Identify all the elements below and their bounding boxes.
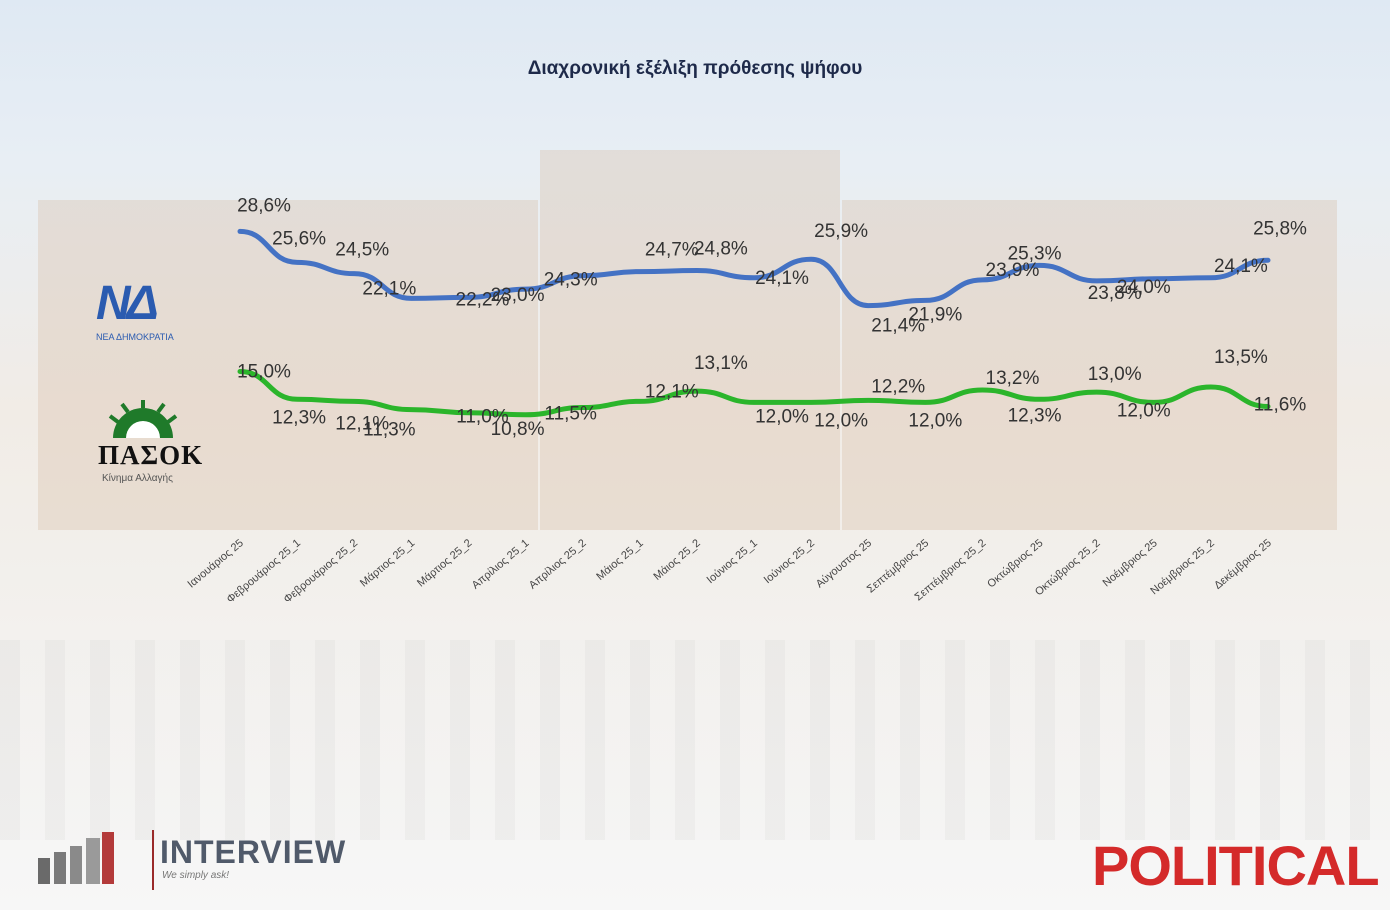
data-label: 22,2% (456, 289, 510, 310)
data-label: 22,1% (362, 278, 416, 299)
data-label: 23,0% (491, 285, 545, 306)
data-label: 11,6% (1254, 395, 1307, 416)
background-building-left-wing (38, 200, 538, 530)
data-label: 11,0% (456, 407, 509, 428)
interview-logo: INTERVIEW We simply ask! (36, 826, 356, 896)
pasok-logo: ΠΑΣΟΚ Κίνημα Αλλαγής (96, 400, 226, 490)
data-label: 11,5% (544, 404, 597, 425)
x-tick-label: Μάιος 25_2 (651, 537, 702, 583)
data-label: 21,9% (908, 304, 962, 325)
data-label: 25,6% (272, 228, 326, 249)
data-label: 12,0% (1117, 400, 1171, 421)
x-tick-label: Νοέμβριος 25 (1101, 537, 1160, 589)
x-tick-label: Αύγουστος 25 (814, 537, 874, 590)
data-label: 12,1% (645, 381, 699, 402)
data-label: 12,2% (871, 376, 925, 397)
x-tick-label: Ιούνιος 25_2 (762, 537, 817, 586)
data-label: 12,3% (272, 407, 326, 428)
data-label: 24,0% (1117, 277, 1171, 298)
nd-logo-mark: ΝΔ (96, 277, 159, 330)
data-label: 11,3% (363, 420, 416, 441)
data-label: 12,0% (908, 410, 962, 431)
political-logo: POLITICAL (1092, 834, 1380, 897)
data-label: 13,1% (694, 353, 748, 374)
data-label: 23,8% (1088, 283, 1142, 304)
data-label: 13,0% (1088, 364, 1142, 385)
x-tick-label: Απρίλιος 25_2 (527, 537, 589, 592)
pasok-sun-icon (108, 400, 178, 438)
interview-logo-name: INTERVIEW (160, 834, 347, 870)
data-label: 24,1% (755, 268, 809, 289)
interview-logo-tagline: We simply ask! (162, 870, 230, 881)
data-label: 24,7% (645, 240, 699, 261)
data-label: 24,8% (694, 239, 748, 260)
nd-logo-subtitle: ΝΕΑ ΔΗΜΟΚΡΑΤΙΑ (96, 332, 174, 342)
background-building-center (540, 150, 840, 530)
x-tick-label: Δεκέμβριος 25 (1212, 537, 1274, 592)
data-label: 23,9% (986, 260, 1040, 281)
x-tick-label: Μάιος 25_1 (594, 537, 645, 583)
data-label: 12,3% (1008, 405, 1062, 426)
x-tick-label: Ιούνιος 25_1 (705, 537, 760, 586)
x-tick-label: Ιανουάριος 25 (185, 537, 245, 590)
pasok-logo-name: ΠΑΣΟΚ (98, 440, 204, 470)
data-label: 12,0% (814, 410, 868, 431)
data-label: 12,1% (335, 413, 389, 434)
data-label: 25,3% (1008, 243, 1062, 264)
data-label: 25,9% (814, 221, 868, 242)
data-label: 13,5% (1214, 347, 1268, 368)
background-building-right-wing (842, 200, 1337, 530)
chart-title: Διαχρονική εξέλιξη πρόθεσης ψήφου (527, 58, 863, 79)
data-label: 15,0% (237, 362, 291, 383)
x-tick-label: Μάρτιος 25_1 (358, 537, 417, 589)
data-label: 25,8% (1253, 218, 1307, 239)
data-label: 13,2% (986, 368, 1040, 389)
nd-logo: ΝΔ ΝΕΑ ΔΗΜΟΚΡΑΤΙΑ (92, 278, 222, 348)
x-tick-label: Απρίλιος 25_1 (470, 537, 532, 592)
x-tick-label: Μάρτιος 25_2 (415, 537, 474, 589)
background-square (0, 640, 1390, 840)
x-tick-label: Οκτώβριος 25 (985, 537, 1045, 590)
data-label: 12,0% (755, 406, 809, 427)
data-label: 21,4% (871, 316, 925, 337)
data-label: 28,6% (237, 195, 291, 216)
data-label: 24,3% (544, 270, 598, 291)
data-label: 24,5% (335, 240, 389, 261)
pasok-logo-subtitle: Κίνημα Αλλαγής (102, 473, 173, 484)
interview-bars-icon (38, 832, 114, 884)
interview-logo-divider (152, 830, 154, 890)
data-label: 10,8% (491, 419, 545, 440)
data-label: 24,1% (1214, 256, 1268, 277)
